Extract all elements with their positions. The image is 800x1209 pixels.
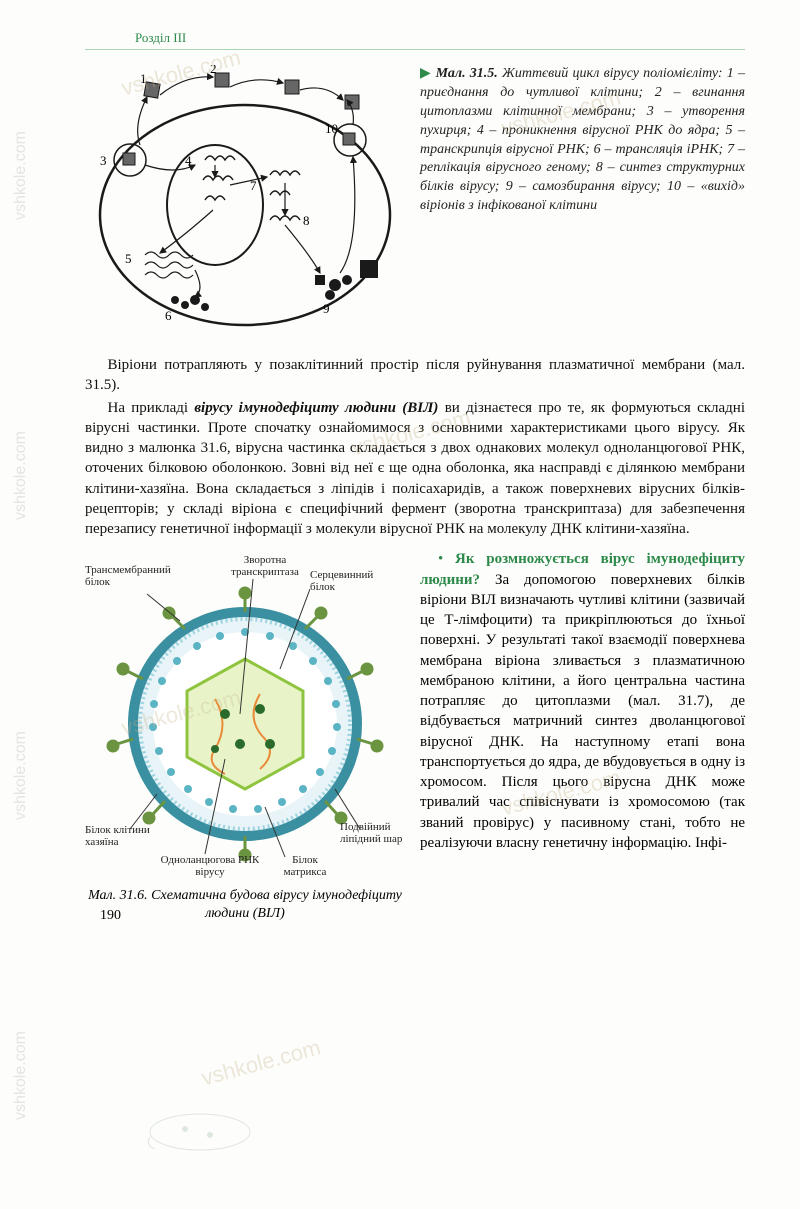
fig2-label-transmembrane: Трансмембранний білок [85,564,195,588]
watermark: vshkole.com [12,731,30,820]
chapter-header: Розділ III [85,30,745,50]
fig2-label-rna: Одноланцюгова РНК вірусу [155,854,265,878]
fig2-label-host: Білок клітини хазяїна [85,824,175,848]
svg-text:4: 4 [185,153,192,168]
fig2-label-core: Серцевинний білок [310,569,400,593]
fig2-label-rt: Зворотна транскриптаза [215,554,315,578]
page-number: 190 [100,908,121,924]
watermark: vshkole.com [12,1031,30,1120]
body-text: Віріони потрапляють у позаклітинний прос… [85,355,745,539]
svg-text:3: 3 [100,153,107,168]
paragraph-1: Віріони потрапляють у позаклітинний прос… [85,355,745,396]
figure-2-caption: Мал. 31.6. Схематична будова вірусу імун… [85,887,405,923]
svg-text:10: 10 [325,121,338,136]
footer-ornament [140,1107,260,1157]
svg-text:9: 9 [323,301,330,316]
fig2-label-lipid: Подвійний ліпідний шар [340,821,410,845]
svg-text:6: 6 [165,308,172,323]
fig2-label-matrix: Білок матрикса [270,854,340,878]
svg-text:7: 7 [250,178,257,193]
svg-text:5: 5 [125,251,132,266]
watermark: vshkole.com [12,431,30,520]
watermark: vshkole.com [12,131,30,220]
svg-text:8: 8 [303,213,310,228]
watermark: vshkole.com [199,1035,324,1092]
figure-1-block: 1 2 3 4 5 6 7 8 9 10 ▶ Мал. 31.5. Життєв… [85,65,745,335]
right-column-text: • Як розмножується вірус імунодефіциту л… [420,549,745,923]
figure-1-diagram: 1 2 3 4 5 6 7 8 9 10 [85,65,405,335]
